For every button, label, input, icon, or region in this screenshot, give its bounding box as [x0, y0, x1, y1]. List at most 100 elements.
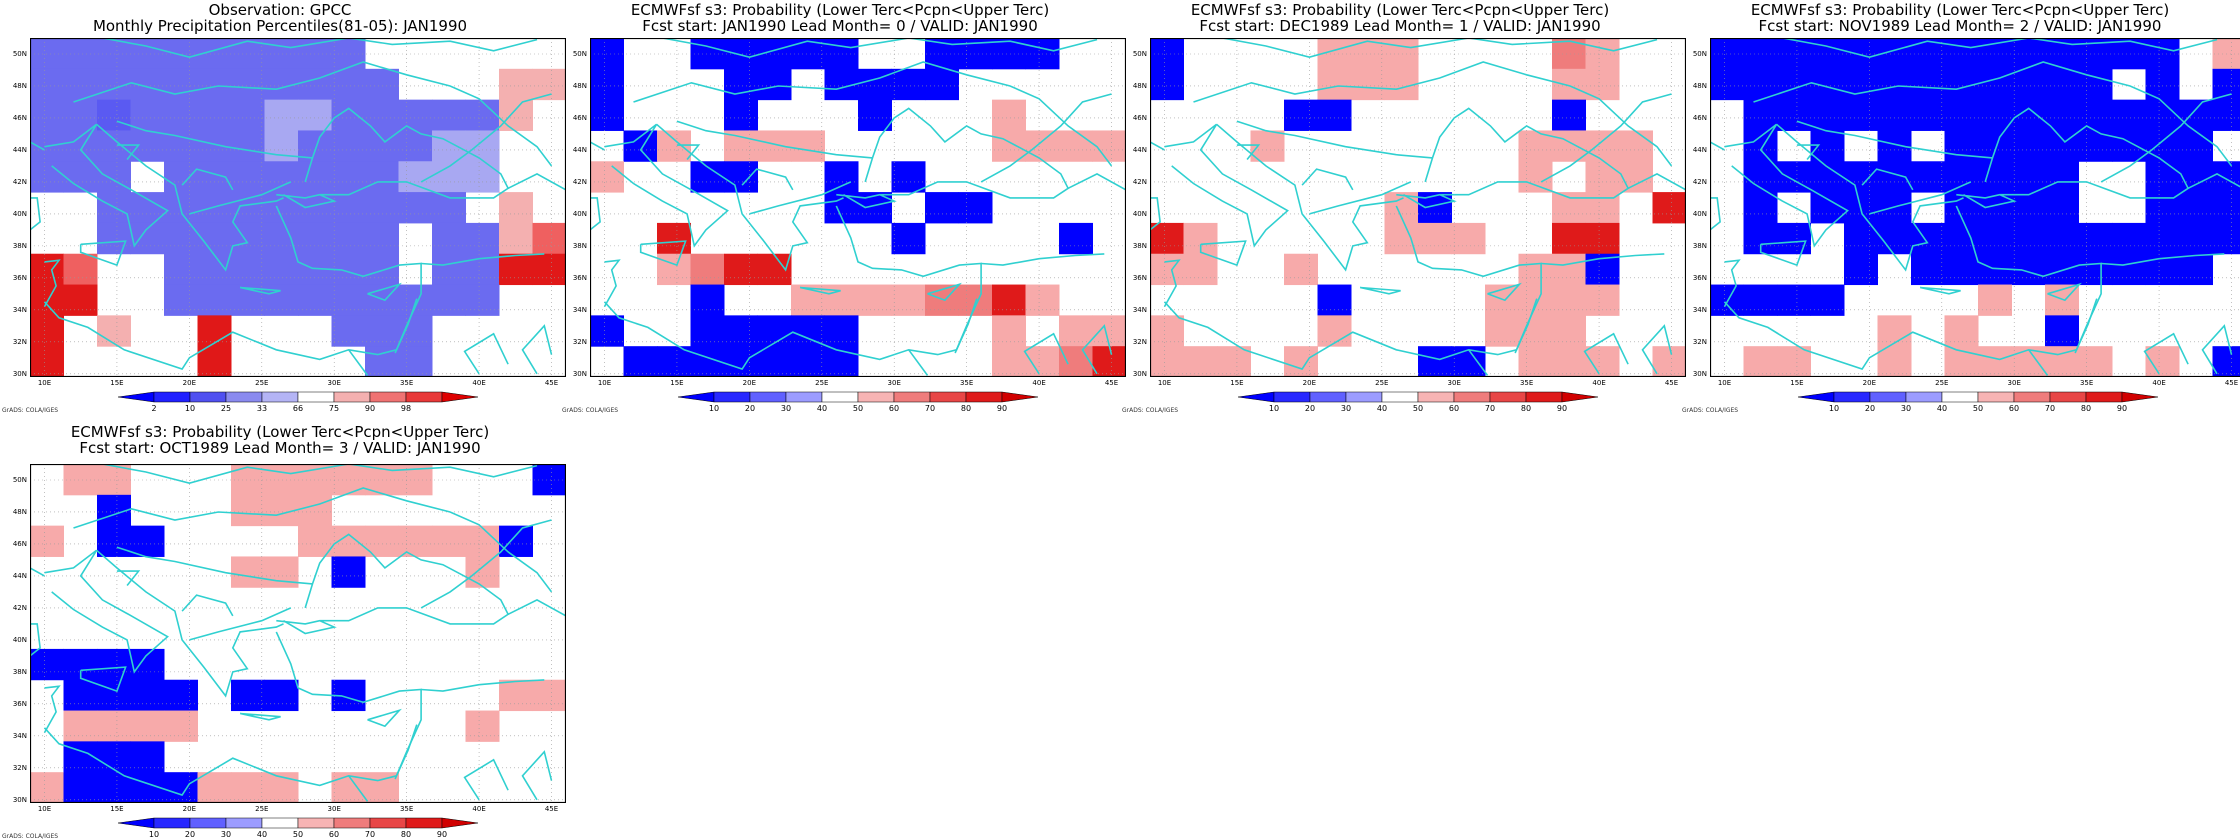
lat-tick-label: 44N [572, 145, 587, 154]
grid-cell [858, 192, 892, 224]
grid-cell [1877, 99, 1912, 131]
colorbar-swatch [1309, 391, 1347, 403]
grid-cell [331, 99, 366, 131]
grid-cell [97, 222, 131, 255]
grid-cell [298, 68, 332, 101]
colorbar-label: 40 [816, 404, 828, 413]
grid-cell [724, 68, 758, 101]
coastline [603, 259, 621, 307]
grid-cell [2212, 38, 2240, 70]
grid-cell [465, 284, 500, 316]
grads-credit: GrADS: COLA/IGES [1122, 407, 1179, 414]
grid-cell [499, 68, 533, 101]
panel-title: ECMWFsf s3: Probability (Lower Terc<Pcpn… [1190, 1, 1610, 19]
grid-cell [2145, 222, 2180, 255]
grid-cell [2179, 130, 2213, 162]
lon-tick-label: 15E [1790, 379, 1804, 387]
grid-cell [1552, 284, 1586, 316]
grid-cell [891, 222, 926, 255]
coastline [2047, 282, 2082, 302]
grid-cell [1092, 346, 1126, 377]
grads-credit: GrADS: COLA/IGES [562, 407, 619, 414]
grid-cell [2179, 161, 2213, 193]
lon-tick-label: 35E [399, 805, 414, 813]
colorbar-swatch [1833, 391, 1871, 403]
lon-tick-label: 10E [37, 805, 52, 813]
coastline [79, 240, 127, 267]
grid-cell [398, 99, 433, 131]
panel-lead1: ECMWFsf s3: Probability (Lower Terc<Pcpn… [1120, 0, 1686, 414]
grid-cell [992, 99, 1026, 131]
colorbar-label: 50 [292, 830, 304, 839]
grid-cell [623, 346, 658, 377]
grid-cell [1844, 222, 1878, 255]
grid-cell [97, 525, 131, 557]
grid-cell [499, 679, 533, 712]
grid-cell [1944, 161, 1979, 193]
lat-tick-label: 50N [1692, 49, 1707, 58]
colorbar-label: 98 [400, 404, 412, 413]
grid-cell [2078, 346, 2113, 377]
grid-cell [164, 253, 198, 286]
colorbar-swatch [225, 391, 263, 403]
coastline [604, 123, 729, 248]
grid-cell [1418, 222, 1452, 255]
coastline [1163, 259, 1181, 307]
grid-cell [1585, 222, 1620, 255]
colorbar-swatch [405, 817, 443, 829]
lon-tick-label: 30E [327, 805, 341, 813]
map-frame [30, 38, 566, 377]
grid-cell [1844, 68, 1878, 101]
grid-cell [465, 556, 500, 588]
grid-cell [1451, 222, 1486, 255]
coastline [981, 253, 1105, 266]
colorbar-swatch [857, 391, 895, 403]
grid-cell [1150, 68, 1184, 101]
grid-cell [1944, 99, 1979, 131]
lat-tick-label: 50N [572, 49, 587, 58]
lon-tick-label: 40E [1592, 379, 1606, 387]
grid-cell [590, 99, 624, 131]
coastline [1753, 61, 2233, 167]
colorbar-swatch [369, 817, 407, 829]
coastline [1541, 253, 1665, 266]
grid-cell [97, 161, 131, 193]
grid-cell [432, 284, 466, 316]
coastline [1236, 120, 1433, 159]
grid-cell [30, 346, 64, 377]
coastline [507, 172, 566, 191]
grid-cell [465, 130, 500, 162]
colorbar-label: 10 [1268, 404, 1280, 413]
grid-cell [2212, 161, 2240, 193]
colorbar-label: 33 [256, 404, 268, 413]
grid-cell [231, 161, 265, 193]
grid-cell [724, 346, 758, 377]
map-area [30, 464, 566, 803]
grid-cell [1284, 346, 1318, 377]
coastline [283, 193, 337, 209]
lon-tick-label: 40E [472, 805, 486, 813]
coastline [908, 349, 929, 376]
grid-cell [1284, 99, 1318, 131]
grid-cell [1710, 68, 1744, 101]
colorbar [1237, 391, 1599, 403]
panel-subtitle: Fcst start: DEC1989 Lead Month= 1 / VALI… [1199, 17, 1601, 35]
coastline [463, 758, 509, 801]
grid-cell [331, 192, 366, 224]
coastline [1163, 205, 1542, 370]
coastline [1919, 286, 1961, 295]
coastline [102, 38, 538, 59]
grid-cell [791, 346, 825, 377]
coastline [43, 205, 422, 370]
lat-tick-label: 34N [12, 731, 27, 740]
coastline [1468, 349, 1489, 376]
lat-tick-label: 48N [1132, 81, 1147, 90]
coastline [421, 253, 545, 266]
grid-cell [63, 710, 98, 742]
lat-tick-label: 30N [572, 369, 587, 378]
coastline [43, 259, 61, 307]
colorbar-swatch [821, 391, 859, 403]
lat-tick-label: 42N [1132, 177, 1147, 186]
grid-cell [164, 284, 198, 316]
lon-tick-label: 45E [1104, 379, 1119, 387]
